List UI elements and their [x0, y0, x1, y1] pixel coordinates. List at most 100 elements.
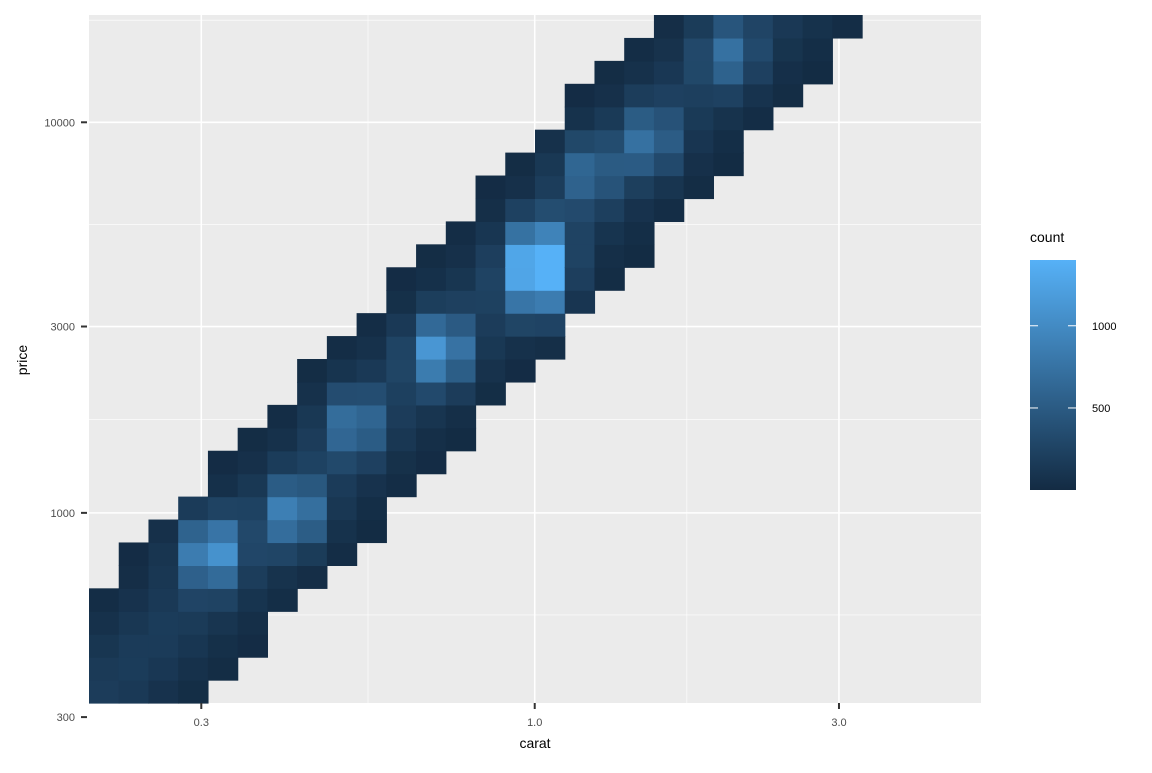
heatmap-cell [683, 60, 714, 85]
heatmap-cell [505, 244, 536, 268]
heatmap-cell [207, 450, 239, 475]
heatmap-cell [475, 244, 506, 268]
heatmap-cell [564, 221, 596, 245]
heatmap-cell [326, 336, 358, 360]
heatmap-cell [713, 152, 744, 177]
heatmap-cell [564, 152, 596, 177]
heatmap-cell [832, 15, 863, 39]
legend-colorbar [1030, 260, 1076, 490]
heatmap-cell [713, 60, 744, 85]
y-tick-label: 10000 [44, 117, 75, 129]
y-axis: 300 1000 3000 10000 [44, 117, 87, 724]
x-tick-label: 1.0 [527, 717, 542, 729]
heatmap-cell [148, 611, 179, 635]
legend: count 500 1000 [1030, 229, 1116, 490]
heatmap-cell [356, 450, 387, 475]
heatmap-cell [564, 129, 596, 154]
heatmap-cell [475, 290, 506, 314]
y-tick-label: 3000 [51, 322, 75, 334]
heatmap-cell [743, 37, 774, 62]
heatmap-cell [505, 313, 536, 337]
heatmap-cell [178, 634, 209, 658]
heatmap-cell [326, 404, 358, 429]
heatmap-cell [297, 519, 328, 544]
heatmap-cell [624, 221, 655, 245]
heatmap-cell [624, 106, 655, 131]
heatmap-cell [178, 657, 209, 681]
heatmap-cell [326, 496, 358, 521]
heatmap-cell [386, 427, 417, 452]
heatmap-cell [356, 336, 387, 360]
heatmap-cell [564, 244, 596, 268]
heatmap-cell [683, 37, 714, 62]
heatmap-cell [594, 83, 625, 108]
heatmap-cell [802, 15, 833, 39]
heatmap-cell [594, 106, 625, 131]
heatmap-cell [237, 588, 268, 612]
heatmap-cell [207, 611, 239, 635]
heatmap-cell [118, 542, 150, 566]
heatmap-cell [326, 542, 358, 566]
y-axis-title: price [14, 345, 30, 376]
heatmap-cell [386, 336, 417, 360]
heatmap-cell [386, 450, 417, 475]
heatmap-cell [386, 473, 417, 498]
heatmap-cell [653, 15, 685, 39]
heatmap-cell [535, 152, 566, 177]
heatmap-cell [505, 336, 536, 360]
heatmap-cell [297, 381, 328, 406]
heatmap-cell [416, 290, 447, 314]
heatmap-cell [743, 106, 774, 131]
heatmap-cell [624, 60, 655, 85]
heatmap-cell [475, 313, 506, 337]
heatmap-cell [445, 221, 477, 245]
heatmap-cell [594, 175, 625, 200]
heatmap-cell [326, 359, 358, 383]
heatmap-cell [653, 37, 685, 62]
heatmap-cell [297, 450, 328, 475]
heatmap-cell [713, 106, 744, 131]
x-axis-title: carat [519, 735, 550, 751]
heatmap-cell [564, 267, 596, 291]
x-tick-label: 0.3 [194, 717, 209, 729]
heatmap-cell [653, 198, 685, 222]
heatmap-cell [564, 198, 596, 222]
heatmap-cell [624, 129, 655, 154]
heatmap-cell [89, 680, 120, 704]
y-tick-label: 300 [57, 712, 75, 724]
heatmap-cell [148, 565, 179, 589]
heatmap-cell [743, 83, 774, 108]
heatmap-cell [653, 106, 685, 131]
heatmap-cell [297, 496, 328, 521]
heatmap-cell [416, 244, 447, 268]
heatmap-cell [416, 267, 447, 291]
heatmap-cell [564, 83, 596, 108]
heatmap-cell [624, 83, 655, 108]
heatmap-cell [178, 496, 209, 521]
heatmap-cell [743, 15, 774, 39]
heatmap-cell [207, 519, 239, 544]
heatmap-cell [594, 60, 625, 85]
x-tick-label: 3.0 [831, 717, 846, 729]
heatmap-cell [237, 473, 268, 498]
heatmap-cell [535, 198, 566, 222]
heatmap-cell [653, 83, 685, 108]
heatmap-cell [297, 427, 328, 452]
heatmap-cell [356, 404, 387, 429]
legend-tick-label: 1000 [1092, 321, 1116, 333]
heatmap-cell [267, 427, 298, 452]
heatmap-cell [237, 542, 268, 566]
heatmap-cell [535, 267, 566, 291]
heatmap-cell [683, 15, 714, 39]
heatmap-cell [267, 519, 298, 544]
x-axis: 0.3 1.0 3.0 [194, 703, 847, 729]
heatmap-cell [386, 359, 417, 383]
heatmap-cell [297, 565, 328, 589]
heatmap-cell [118, 680, 150, 704]
heatmap-cell [89, 634, 120, 658]
heatmap-cell [297, 404, 328, 429]
heatmap-cell [802, 60, 833, 85]
heatmap-cell [416, 313, 447, 337]
heatmap-cell [297, 359, 328, 383]
heatmap-cell [297, 473, 328, 498]
